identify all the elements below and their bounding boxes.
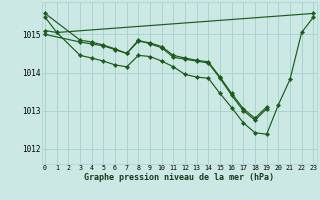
X-axis label: Graphe pression niveau de la mer (hPa): Graphe pression niveau de la mer (hPa) xyxy=(84,173,274,182)
